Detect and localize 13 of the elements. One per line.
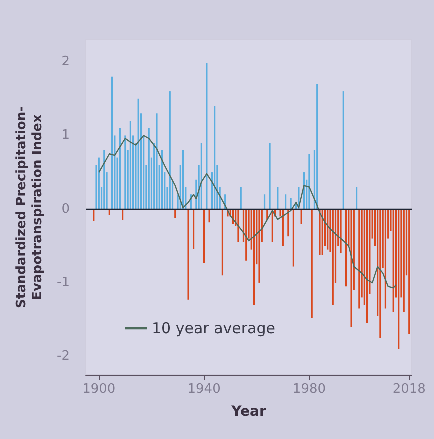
y-tick-label: 1 bbox=[62, 128, 70, 144]
x-tick-label: 1900 bbox=[82, 382, 116, 397]
y-axis-title: Standardized Precipitation- Evapotranspiration Index bbox=[14, 106, 46, 308]
x-tick-label: 2018 bbox=[392, 382, 426, 397]
x-tick-label: 1940 bbox=[188, 382, 221, 397]
x-tick-label: 1980 bbox=[292, 382, 326, 397]
y-tick-label: -1 bbox=[57, 275, 70, 290]
legend-label: 10 year average bbox=[152, 320, 276, 338]
y-tick-label: -2 bbox=[57, 349, 70, 364]
x-axis-title: Year bbox=[230, 404, 266, 420]
line-series bbox=[98, 135, 397, 289]
y-tick-label: 2 bbox=[62, 54, 70, 70]
y-tick-label: 0 bbox=[62, 202, 70, 217]
